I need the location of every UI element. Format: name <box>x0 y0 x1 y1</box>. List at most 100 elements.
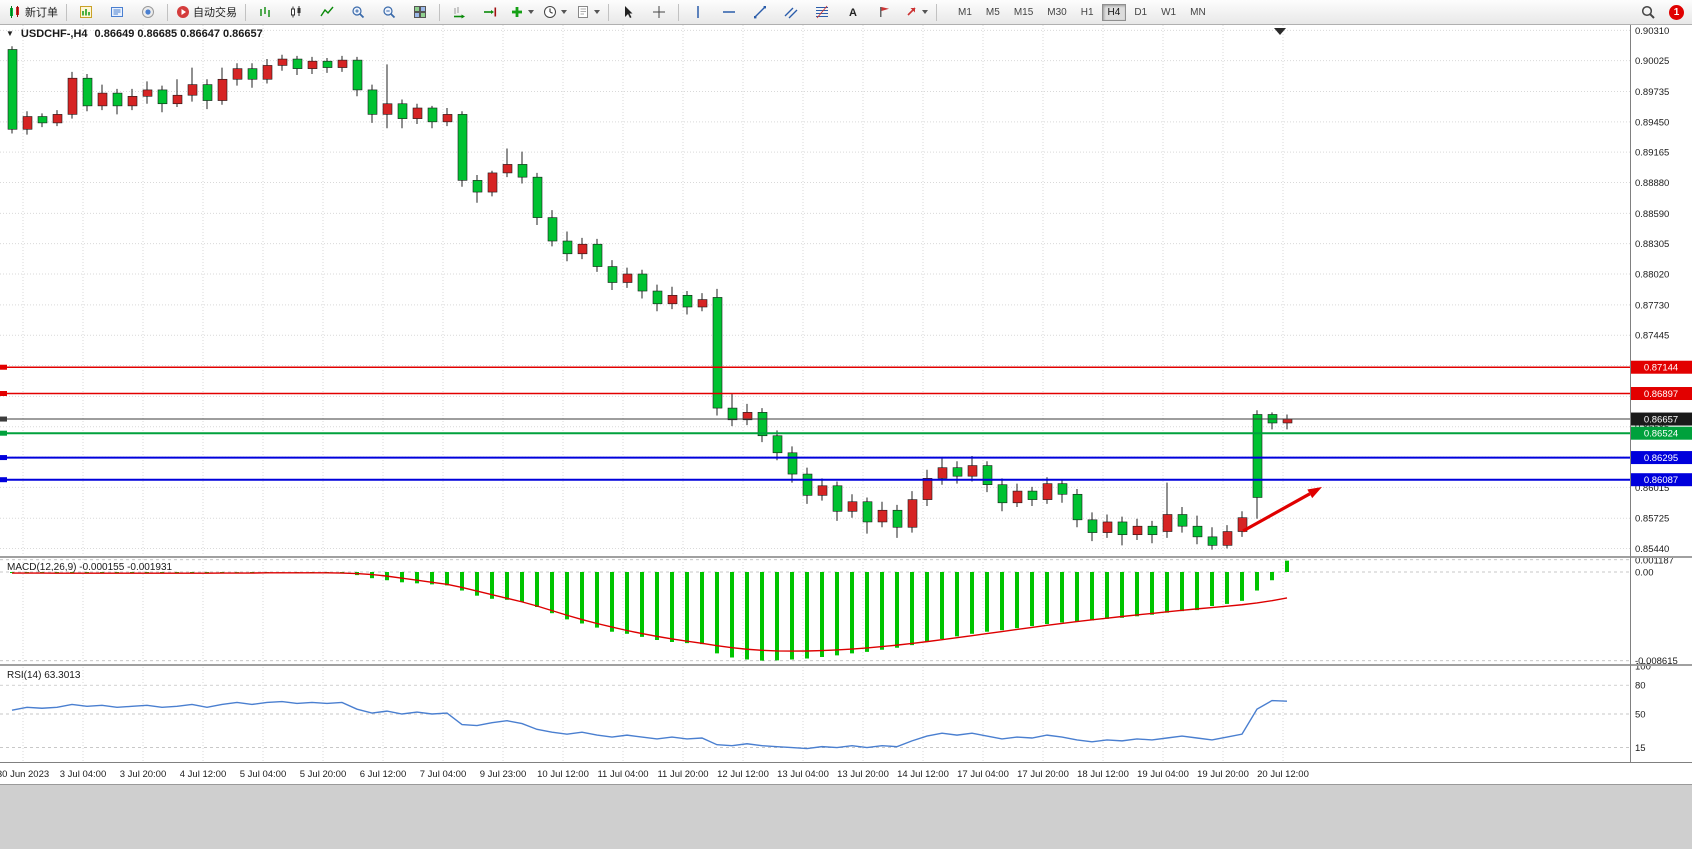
timeframe-h1-button[interactable]: H1 <box>1080 6 1094 18</box>
autotrade-label: 自动交易 <box>193 7 237 19</box>
chevron-down-icon <box>561 10 567 14</box>
svg-text:0.86524: 0.86524 <box>1644 429 1678 440</box>
svg-text:0.90025: 0.90025 <box>1635 56 1669 67</box>
svg-text:17 Jul 04:00: 17 Jul 04:00 <box>957 769 1009 780</box>
svg-text:14 Jul 12:00: 14 Jul 12:00 <box>897 769 949 780</box>
svg-text:0.88880: 0.88880 <box>1635 178 1669 189</box>
macd-histogram <box>10 560 1289 661</box>
zoom-out-button[interactable] <box>374 1 404 23</box>
svg-text:100: 100 <box>1635 662 1651 673</box>
collapse-triangle-icon[interactable]: ▼ <box>6 29 14 38</box>
timeframe-m1-button[interactable]: M1 <box>958 6 972 18</box>
macd-signal-line <box>12 572 1288 652</box>
svg-text:0.86295: 0.86295 <box>1644 453 1678 464</box>
candles-chart-icon <box>289 5 303 19</box>
svg-text:9 Jul 23:00: 9 Jul 23:00 <box>480 769 526 780</box>
zoom-in-button[interactable] <box>343 1 373 23</box>
tile-windows-button[interactable] <box>405 1 435 23</box>
svg-text:80: 80 <box>1635 681 1646 692</box>
community-icon <box>141 5 155 19</box>
svg-text:0.85440: 0.85440 <box>1635 544 1669 555</box>
arrows-tool-button[interactable] <box>900 1 932 23</box>
search-icon <box>1641 5 1656 20</box>
horizontal-line-tool-button[interactable] <box>714 1 744 23</box>
tile-windows-icon <box>413 5 427 19</box>
chart-shift-icon <box>483 5 497 19</box>
toolbar-separator <box>608 3 609 21</box>
price-badge <box>1630 360 1692 374</box>
chart-shift-marker[interactable] <box>1274 28 1286 35</box>
chart-line-button[interactable] <box>312 1 342 23</box>
timeframe-h4-button[interactable]: H4 <box>1101 3 1127 21</box>
svg-text:17 Jul 20:00: 17 Jul 20:00 <box>1017 769 1069 780</box>
svg-text:0.90310: 0.90310 <box>1635 26 1669 37</box>
price-badge <box>1630 387 1692 401</box>
toolbar-separator <box>66 3 67 21</box>
ohlc-values-label: 0.86649 0.86685 0.86647 0.86657 <box>94 28 263 40</box>
svg-text:13 Jul 20:00: 13 Jul 20:00 <box>837 769 889 780</box>
cursor-button[interactable] <box>613 1 643 23</box>
timeframe-mn-button[interactable]: MN <box>1190 6 1206 18</box>
timeframe-m5-button[interactable]: M5 <box>985 6 1000 18</box>
svg-text:5 Jul 20:00: 5 Jul 20:00 <box>300 769 346 780</box>
timeframe-w1-button[interactable]: W1 <box>1161 6 1177 18</box>
svg-text:0.89165: 0.89165 <box>1635 148 1669 159</box>
timeframe-m30-button[interactable]: M30 <box>1047 6 1067 18</box>
svg-text:18 Jul 12:00: 18 Jul 12:00 <box>1077 769 1129 780</box>
rsi-label: RSI(14) 63.3013 <box>7 670 81 681</box>
svg-text:50: 50 <box>1635 710 1646 721</box>
new-order-button[interactable]: 新订单 <box>4 1 62 23</box>
svg-text:0.001187: 0.001187 <box>1635 555 1674 566</box>
auto-scroll-icon <box>452 5 466 19</box>
panel-divider[interactable] <box>0 664 1692 666</box>
trend-arrow-annotation[interactable] <box>1242 492 1311 533</box>
auto-scroll-button[interactable] <box>444 1 474 23</box>
svg-text:3 Jul 20:00: 3 Jul 20:00 <box>120 769 166 780</box>
chart-bars-button[interactable] <box>250 1 280 23</box>
fibonacci-tool-button[interactable] <box>807 1 837 23</box>
svg-text:0.89735: 0.89735 <box>1635 87 1669 98</box>
svg-text:5 Jul 04:00: 5 Jul 04:00 <box>240 769 286 780</box>
svg-text:15: 15 <box>1635 743 1646 754</box>
chart-candles-button[interactable] <box>281 1 311 23</box>
cursor-arrow-icon <box>621 5 635 19</box>
channel-tool-button[interactable] <box>776 1 806 23</box>
search-button[interactable] <box>1633 1 1663 23</box>
crosshair-icon <box>652 5 666 19</box>
svg-text:0.86087: 0.86087 <box>1644 475 1678 486</box>
price-badge <box>1630 473 1692 487</box>
price-badge <box>1630 451 1692 465</box>
chevron-down-icon <box>922 10 928 14</box>
panel-divider[interactable] <box>0 556 1692 558</box>
bars-chart-icon <box>258 5 272 19</box>
autotrade-icon <box>176 5 190 19</box>
profiles-button[interactable] <box>102 1 132 23</box>
svg-text:11 Jul 20:00: 11 Jul 20:00 <box>657 769 708 780</box>
trendline-tool-button[interactable] <box>745 1 775 23</box>
svg-text:0.88020: 0.88020 <box>1635 270 1669 281</box>
channel-icon <box>784 5 798 19</box>
timeframe-m15-button[interactable]: M15 <box>1013 6 1034 18</box>
toolbar-separator <box>678 3 679 21</box>
chart-canvas[interactable]: 0.90310 0.90025 0.89735 0.89450 0.89165 0.888… <box>0 25 1692 784</box>
templates-button[interactable] <box>572 1 604 23</box>
text-tool-button[interactable]: A <box>838 1 868 23</box>
label-flag-icon <box>877 5 891 19</box>
crosshair-button[interactable] <box>644 1 674 23</box>
label-tool-button[interactable] <box>869 1 899 23</box>
indicators-button[interactable] <box>506 1 538 23</box>
community-button[interactable] <box>133 1 163 23</box>
text-icon: A <box>846 5 860 19</box>
svg-text:19 Jul 20:00: 19 Jul 20:00 <box>1197 769 1249 780</box>
vertical-line-tool-button[interactable] <box>683 1 713 23</box>
horizontal-line-icon <box>722 5 736 19</box>
time-axis[interactable]: 30 Jun 2023 3 Jul 04:00 3 Jul 20:00 4 Jul 1… <box>0 769 1309 780</box>
timeframe-d1-button[interactable]: D1 <box>1134 6 1148 18</box>
svg-text:4 Jul 12:00: 4 Jul 12:00 <box>180 769 226 780</box>
autotrade-button[interactable]: 自动交易 <box>172 1 241 23</box>
periods-button[interactable] <box>539 1 571 23</box>
chart-shift-button[interactable] <box>475 1 505 23</box>
notification-badge[interactable]: 1 <box>1669 4 1684 20</box>
new-chart-button[interactable] <box>71 1 101 23</box>
fibonacci-icon <box>815 5 829 19</box>
